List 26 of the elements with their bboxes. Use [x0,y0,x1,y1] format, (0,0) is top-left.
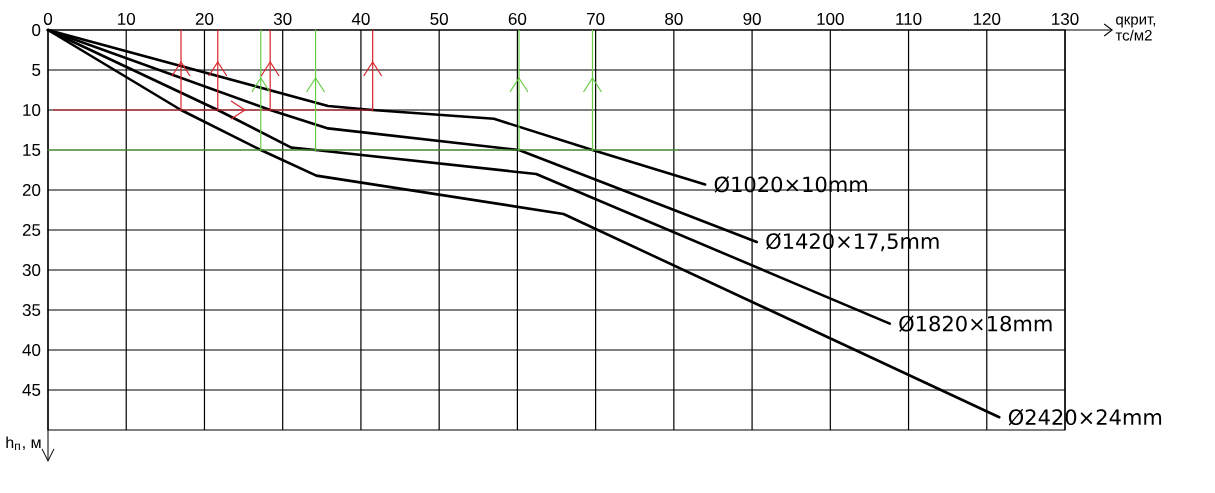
x-tick-label: 70 [587,12,605,25]
x-tick-label: 20 [195,12,214,25]
y-tick-label: 40 [22,344,41,357]
x-tick-label: 100 [817,12,844,25]
y-tick-label: 15 [23,144,41,156]
x-tick-label: 30 [273,12,292,25]
x-tick-label: 130 [1052,12,1079,25]
x-tick-label: 0 [43,12,53,25]
x-tick-label: 60 [508,12,527,25]
y-tick-label: 5 [32,64,41,76]
y-axis-title: h$_{п}$, м [6,436,41,451]
x-tick-label: 80 [665,12,683,25]
y-tick-label: 30 [22,264,41,277]
y-tick-label: 20 [22,184,41,197]
x-axis-title: qкрит, тс/м2 [1115,16,1156,41]
y-tick-label: 0 [32,24,41,37]
x-tick-label: 50 [430,12,448,25]
x-tick-label: 120 [973,12,1001,25]
y-tick-label: 25 [22,224,41,237]
x-tick-label: 90 [743,12,761,25]
x-tick-label: 110 [896,12,922,25]
y-tick-label: 35 [22,304,41,317]
y-tick-label: 10 [23,104,41,117]
x-tick-label: 10 [118,12,136,25]
y-tick-label: 45 [22,384,41,396]
x-tick-label: 40 [351,12,370,25]
